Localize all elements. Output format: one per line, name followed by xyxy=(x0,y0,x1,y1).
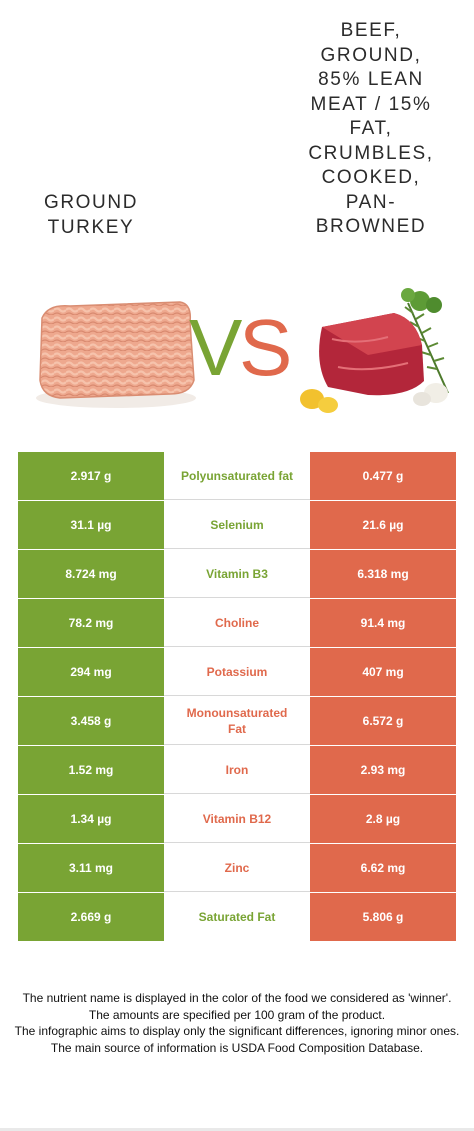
nutrient-name: Iron xyxy=(164,746,310,794)
right-food-value: 2.93 mg xyxy=(310,746,456,794)
footnote-winner-color: The nutrient name is displayed in the co… xyxy=(22,991,452,1005)
nutrient-name: Zinc xyxy=(164,844,310,892)
footnote-amounts: The amounts are specified per 100 gram o… xyxy=(88,1007,386,1022)
left-food-value: 3.11 mg xyxy=(18,844,164,892)
left-food-value: 2.917 g xyxy=(18,452,164,500)
comparison-table: 2.917 g Polyunsaturated fat 0.477 g 31.1 µg… xyxy=(18,452,456,942)
left-food-value: 294 mg xyxy=(18,648,164,696)
table-row: 2.669 g Saturated Fat 5.806 g xyxy=(18,893,456,941)
right-food-value: 407 mg xyxy=(310,648,456,696)
left-food-value: 31.1 µg xyxy=(18,501,164,549)
vs-label: V S xyxy=(189,303,292,390)
left-food-value: 78.2 mg xyxy=(18,599,164,647)
nutrient-name: Vitamin B3 xyxy=(164,550,310,598)
left-food-title: GROUND TURKEY xyxy=(43,192,139,238)
nutrient-name: Polyunsaturated fat xyxy=(164,452,310,500)
table-row: 294 mg Potassium 407 mg xyxy=(18,648,456,696)
ground-beef-image xyxy=(298,283,460,417)
footnotes: The nutrient name is displayed in the co… xyxy=(14,990,460,1056)
table-row: 1.52 mg Iron 2.93 mg xyxy=(18,746,456,794)
vs-s-letter: S xyxy=(239,303,292,390)
right-food-value: 6.318 mg xyxy=(310,550,456,598)
right-food-value: 0.477 g xyxy=(310,452,456,500)
left-food-value: 2.669 g xyxy=(18,893,164,941)
right-food-title: BEEF, GROUND, 85% LEAN MEAT / 15% FAT, C… xyxy=(308,20,434,237)
ground-turkey-image xyxy=(30,270,202,430)
nutrient-name: Monounsaturated Fat xyxy=(164,697,310,745)
nutrient-name: Vitamin B12 xyxy=(164,795,310,843)
left-food-value: 1.52 mg xyxy=(18,746,164,794)
right-food-value: 21.6 µg xyxy=(310,501,456,549)
table-row: 78.2 mg Choline 91.4 mg xyxy=(18,599,456,647)
table-row: 3.11 mg Zinc 6.62 mg xyxy=(18,844,456,892)
table-row: 3.458 g Monounsaturated Fat 6.572 g xyxy=(18,697,456,745)
footnote-source: The main source of information is USDA F… xyxy=(50,1040,424,1055)
table-row: 31.1 µg Selenium 21.6 µg xyxy=(18,501,456,549)
right-food-value: 5.806 g xyxy=(310,893,456,941)
right-food-value: 2.8 µg xyxy=(310,795,456,843)
nutrient-name: Saturated Fat xyxy=(198,910,276,924)
footnote-significance: The infographic aims to display only the… xyxy=(14,1024,460,1038)
table-row: 8.724 mg Vitamin B3 6.318 mg xyxy=(18,550,456,598)
nutrient-name: Potassium xyxy=(164,648,310,696)
vs-v-letter: V xyxy=(189,303,243,390)
bottom-divider xyxy=(0,1128,474,1131)
left-food-value: 1.34 µg xyxy=(18,795,164,843)
left-food-value: 8.724 mg xyxy=(18,550,164,598)
right-food-value: 6.62 mg xyxy=(310,844,456,892)
right-food-value: 6.572 g xyxy=(310,697,456,745)
left-food-value: 3.458 g xyxy=(18,697,164,745)
right-food-value: 91.4 mg xyxy=(310,599,456,647)
nutrient-name: Choline xyxy=(164,599,310,647)
table-row: 2.917 g Polyunsaturated fat 0.477 g xyxy=(18,452,456,500)
table-row: 1.34 µg Vitamin B12 2.8 µg xyxy=(18,795,456,843)
nutrient-name: Selenium xyxy=(164,501,310,549)
